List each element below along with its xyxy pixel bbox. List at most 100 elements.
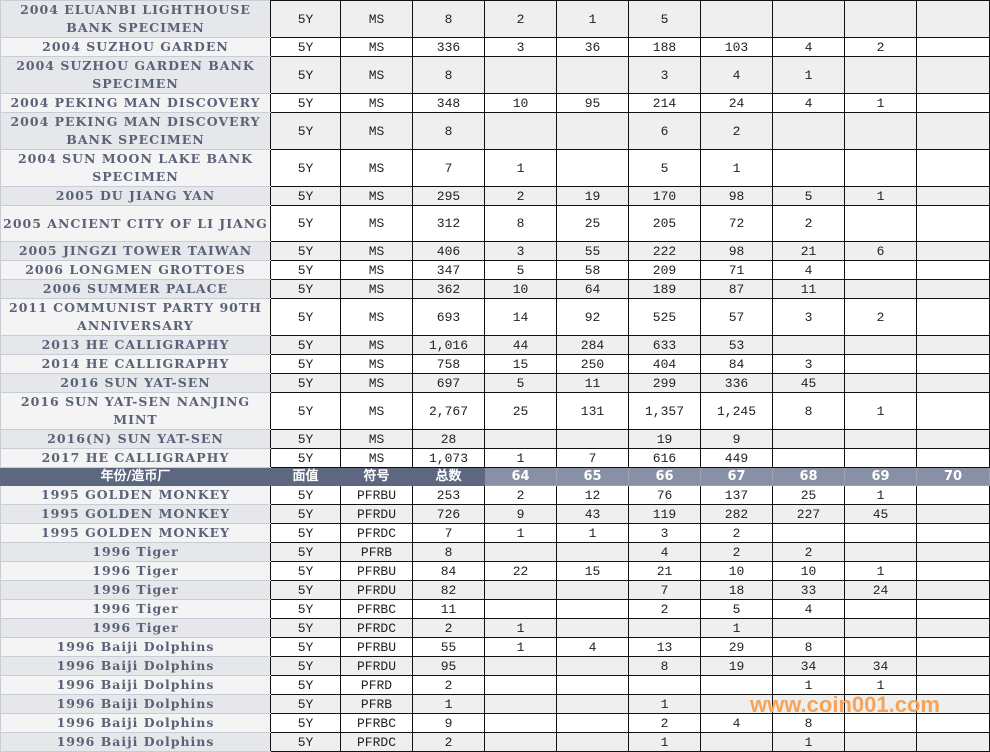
header-g65: 65 <box>556 467 629 486</box>
cell-grade: MS <box>340 205 413 242</box>
cell-g69 <box>844 0 917 38</box>
cell-g70 <box>916 429 990 449</box>
cell-g69 <box>844 542 917 562</box>
cell-total: 2 <box>412 618 485 638</box>
cell-name: 2005 ANCIENT CITY OF LI JIANG <box>0 205 271 242</box>
cell-g64: 25 <box>484 392 557 430</box>
cell-g65: 19 <box>556 186 629 206</box>
cell-total: 693 <box>412 298 485 336</box>
cell-g67: 98 <box>700 241 773 261</box>
cell-g67 <box>700 0 773 38</box>
cell-grade: MS <box>340 186 413 206</box>
cell-total: 2 <box>412 675 485 695</box>
cell-g67: 84 <box>700 354 773 374</box>
cell-g68 <box>772 149 845 187</box>
cell-face: 5Y <box>270 241 341 261</box>
cell-g67: 87 <box>700 279 773 299</box>
table-row: 1996 Baiji Dolphins 5Y PFRDC 2 1 1 <box>0 732 990 752</box>
cell-g67 <box>700 675 773 695</box>
cell-g69: 1 <box>844 392 917 430</box>
cell-g70 <box>916 279 990 299</box>
cell-g67: 98 <box>700 186 773 206</box>
cell-g66 <box>628 618 701 638</box>
table-row: 2016(N) SUN YAT-SEN 5Y MS 28 19 9 <box>0 429 990 449</box>
cell-g64: 10 <box>484 279 557 299</box>
cell-g67: 5 <box>700 599 773 619</box>
cell-g68 <box>772 448 845 468</box>
table-row: 2004 PEKING MAN DISCOVERY 5Y MS 348 10 95 214 2… <box>0 93 990 113</box>
cell-g70 <box>916 580 990 600</box>
cell-g69 <box>844 373 917 393</box>
table-row: 2016 SUN YAT-SEN 5Y MS 697 5 11 299 336 45 <box>0 373 990 393</box>
cell-g70 <box>916 205 990 242</box>
cell-g65 <box>556 429 629 449</box>
cell-name: 1996 Baiji Dolphins <box>0 675 271 695</box>
cell-g66: 7 <box>628 580 701 600</box>
cell-g69: 6 <box>844 241 917 261</box>
cell-g69 <box>844 713 917 733</box>
cell-g64: 22 <box>484 561 557 581</box>
table-row: 2006 LONGMEN GROTTOES 5Y MS 347 5 58 209 71 4 <box>0 260 990 280</box>
cell-total: 84 <box>412 561 485 581</box>
cell-grade: PFRBC <box>340 713 413 733</box>
cell-g67: 2 <box>700 542 773 562</box>
table-row: 1996 Baiji Dolphins 5Y PFRBC 9 2 4 8 <box>0 713 990 733</box>
cell-name: 1996 Baiji Dolphins <box>0 694 271 714</box>
cell-total: 1,073 <box>412 448 485 468</box>
cell-face: 5Y <box>270 504 341 524</box>
cell-face: 5Y <box>270 186 341 206</box>
header-g69: 69 <box>844 467 917 486</box>
cell-g68: 25 <box>772 485 845 505</box>
cell-grade: PFRBU <box>340 637 413 657</box>
cell-g65 <box>556 599 629 619</box>
header-g66: 66 <box>628 467 701 486</box>
cell-g66: 8 <box>628 656 701 676</box>
table-row: 2011 COMMUNIST PARTY 90TH ANNIVERSARY 5Y M… <box>0 298 990 336</box>
cell-g65: 64 <box>556 279 629 299</box>
cell-face: 5Y <box>270 373 341 393</box>
cell-g69: 34 <box>844 656 917 676</box>
cell-total: 726 <box>412 504 485 524</box>
cell-g64 <box>484 112 557 150</box>
cell-g70 <box>916 675 990 695</box>
cell-total: 11 <box>412 599 485 619</box>
cell-g65: 131 <box>556 392 629 430</box>
cell-g70 <box>916 260 990 280</box>
cell-g67: 57 <box>700 298 773 336</box>
cell-g66: 205 <box>628 205 701 242</box>
cell-g69: 1 <box>844 561 917 581</box>
cell-total: 82 <box>412 580 485 600</box>
cell-g69 <box>844 732 917 752</box>
cell-g66: 222 <box>628 241 701 261</box>
cell-g69 <box>844 354 917 374</box>
cell-grade: PFRB <box>340 694 413 714</box>
table-row: 2004 SUN MOON LAKE BANK SPECIMEN 5Y MS 7 1 5 1 <box>0 149 990 187</box>
cell-g67: 1,245 <box>700 392 773 430</box>
cell-total: 1 <box>412 694 485 714</box>
cell-name: 2004 ELUANBI LIGHTHOUSE BANK SPECIMEN <box>0 0 271 38</box>
cell-g65: 11 <box>556 373 629 393</box>
cell-g70 <box>916 694 990 714</box>
cell-total: 8 <box>412 112 485 150</box>
cell-face: 5Y <box>270 112 341 150</box>
cell-g69 <box>844 448 917 468</box>
cell-g67: 103 <box>700 37 773 57</box>
cell-g65: 12 <box>556 485 629 505</box>
cell-name: 2017 HE CALLIGRAPHY <box>0 448 271 468</box>
cell-name: 2004 PEKING MAN DISCOVERY <box>0 93 271 113</box>
cell-g67 <box>700 694 773 714</box>
table-row: 1996 Tiger 5Y PFRBC 11 2 5 4 <box>0 599 990 619</box>
header-g70: 70 <box>916 467 990 486</box>
cell-g65 <box>556 56 629 94</box>
cell-g66: 189 <box>628 279 701 299</box>
cell-g66: 404 <box>628 354 701 374</box>
cell-g67: 1 <box>700 149 773 187</box>
header-g67: 67 <box>700 467 773 486</box>
cell-grade: MS <box>340 260 413 280</box>
cell-total: 697 <box>412 373 485 393</box>
cell-g68 <box>772 335 845 355</box>
cell-g70 <box>916 618 990 638</box>
cell-g64: 3 <box>484 241 557 261</box>
cell-g68: 11 <box>772 279 845 299</box>
cell-g68 <box>772 618 845 638</box>
